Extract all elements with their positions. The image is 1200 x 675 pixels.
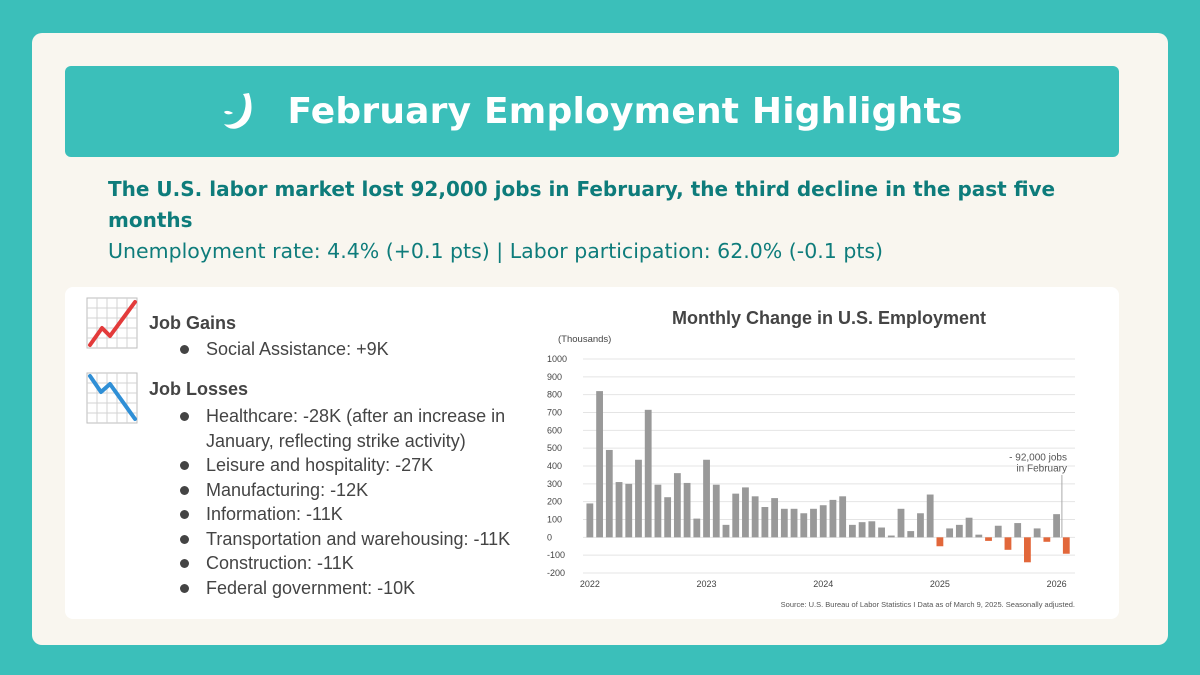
bar (644, 409, 652, 538)
list-item: Construction: -11K (180, 551, 525, 576)
bar (654, 484, 662, 538)
bar (936, 537, 944, 547)
list-item: Manufacturing: -12K (180, 478, 525, 503)
bar (790, 508, 798, 538)
bar (625, 483, 633, 538)
bar (761, 507, 769, 538)
y-tick-label: 700 (547, 408, 562, 418)
bar (693, 518, 701, 538)
bar (673, 473, 681, 538)
list-item: Healthcare: -28K (after an increase in J… (180, 404, 525, 453)
bar (635, 459, 642, 538)
bar (712, 484, 720, 538)
bar (615, 482, 623, 538)
bar (703, 459, 710, 538)
bar (683, 482, 691, 538)
bar (742, 487, 749, 538)
bar (994, 525, 1002, 538)
bar (858, 522, 866, 538)
bar (722, 524, 730, 538)
annotation-label: - 92,000 jobs in February (1009, 453, 1067, 475)
x-tick-label: 2024 (813, 579, 833, 589)
page-title: February Employment Highlights (287, 91, 963, 132)
chart-title: Monthly Change in U.S. Employment (672, 308, 986, 328)
bar (1062, 537, 1070, 554)
list-item: Transportation and warehousing: -11K (180, 527, 525, 552)
gridlines (583, 358, 1075, 574)
bar (926, 494, 934, 538)
bar (1014, 523, 1022, 538)
bar (732, 493, 740, 538)
bar (1053, 514, 1060, 538)
y-tick-label: 400 (547, 461, 562, 471)
bar (810, 508, 817, 538)
bar (839, 496, 847, 538)
bar (887, 535, 895, 538)
summary-headline: The U.S. labor market lost 92,000 jobs i… (108, 177, 1056, 232)
y-tick-label: 500 (547, 443, 562, 453)
bar (1024, 537, 1031, 563)
bar (800, 513, 808, 538)
y-tick-label: -100 (547, 550, 565, 560)
list-item: Social Assistance: +9K (180, 337, 520, 362)
job-gains-title: Job Gains (149, 313, 237, 333)
y-tick-label: 100 (547, 515, 562, 525)
bar (917, 513, 924, 538)
y-tick-label: 600 (547, 425, 562, 435)
bar (965, 517, 973, 538)
bar (946, 528, 954, 538)
bars (586, 391, 1070, 563)
gains-list: Social Assistance: +9K (180, 337, 520, 362)
bar (586, 503, 594, 538)
x-tick-labels: 2022 2023 2024 2025 2026 (580, 579, 1067, 589)
bar (1043, 537, 1051, 542)
job-losses-title: Job Losses (149, 379, 249, 399)
bar (985, 537, 992, 541)
y-tick-label: 300 (547, 479, 562, 489)
y-tick-label: 1000 (547, 354, 567, 364)
y-tick-label: 0 (547, 532, 552, 542)
bar (605, 449, 613, 538)
crescent-logo-icon (224, 92, 252, 129)
bar (596, 391, 603, 538)
y-tick-label: 200 (547, 497, 562, 507)
summary-rates: Unemployment rate: 4.4% (+0.1 pts) | Lab… (108, 239, 884, 263)
y-tick-label: 800 (547, 390, 562, 400)
employment-bar-chart: Monthly Change in U.S. Employment (Thous… (547, 308, 1075, 609)
bar (1033, 528, 1041, 538)
detail-panel (65, 287, 1119, 619)
bar (975, 534, 983, 538)
chart-source: Source: U.S. Bureau of Labor Statistics … (781, 600, 1075, 609)
x-tick-label: 2022 (580, 579, 600, 589)
x-tick-label: 2026 (1047, 579, 1067, 589)
list-item: Federal government: -10K (180, 576, 525, 601)
x-tick-label: 2025 (930, 579, 950, 589)
bar (848, 524, 856, 538)
bar (868, 521, 876, 538)
list-item: Leisure and hospitality: -27K (180, 453, 525, 478)
bar (829, 499, 837, 538)
chart-decreasing-icon (86, 372, 138, 424)
bar (907, 531, 915, 538)
bar (664, 497, 672, 538)
y-tick-labels: -200 -100 0 100 200 300 400 500 600 700 800 900 1000 (547, 354, 567, 578)
bar (819, 505, 827, 538)
bar (878, 527, 885, 538)
chart-increasing-icon (86, 297, 138, 349)
bar (751, 496, 759, 538)
x-tick-label: 2023 (697, 579, 717, 589)
bar (897, 508, 905, 538)
losses-list: Healthcare: -28K (after an increase in J… (180, 404, 525, 600)
list-item: Information: -11K (180, 502, 525, 527)
title-banner: February Employment Highlights (65, 66, 1119, 157)
y-tick-label: 900 (547, 372, 562, 382)
bar (1004, 537, 1012, 550)
bar (955, 524, 963, 538)
y-axis-label: (Thousands) (558, 334, 611, 345)
y-tick-label: -200 (547, 568, 565, 578)
bar (771, 498, 779, 538)
bar (780, 508, 788, 538)
